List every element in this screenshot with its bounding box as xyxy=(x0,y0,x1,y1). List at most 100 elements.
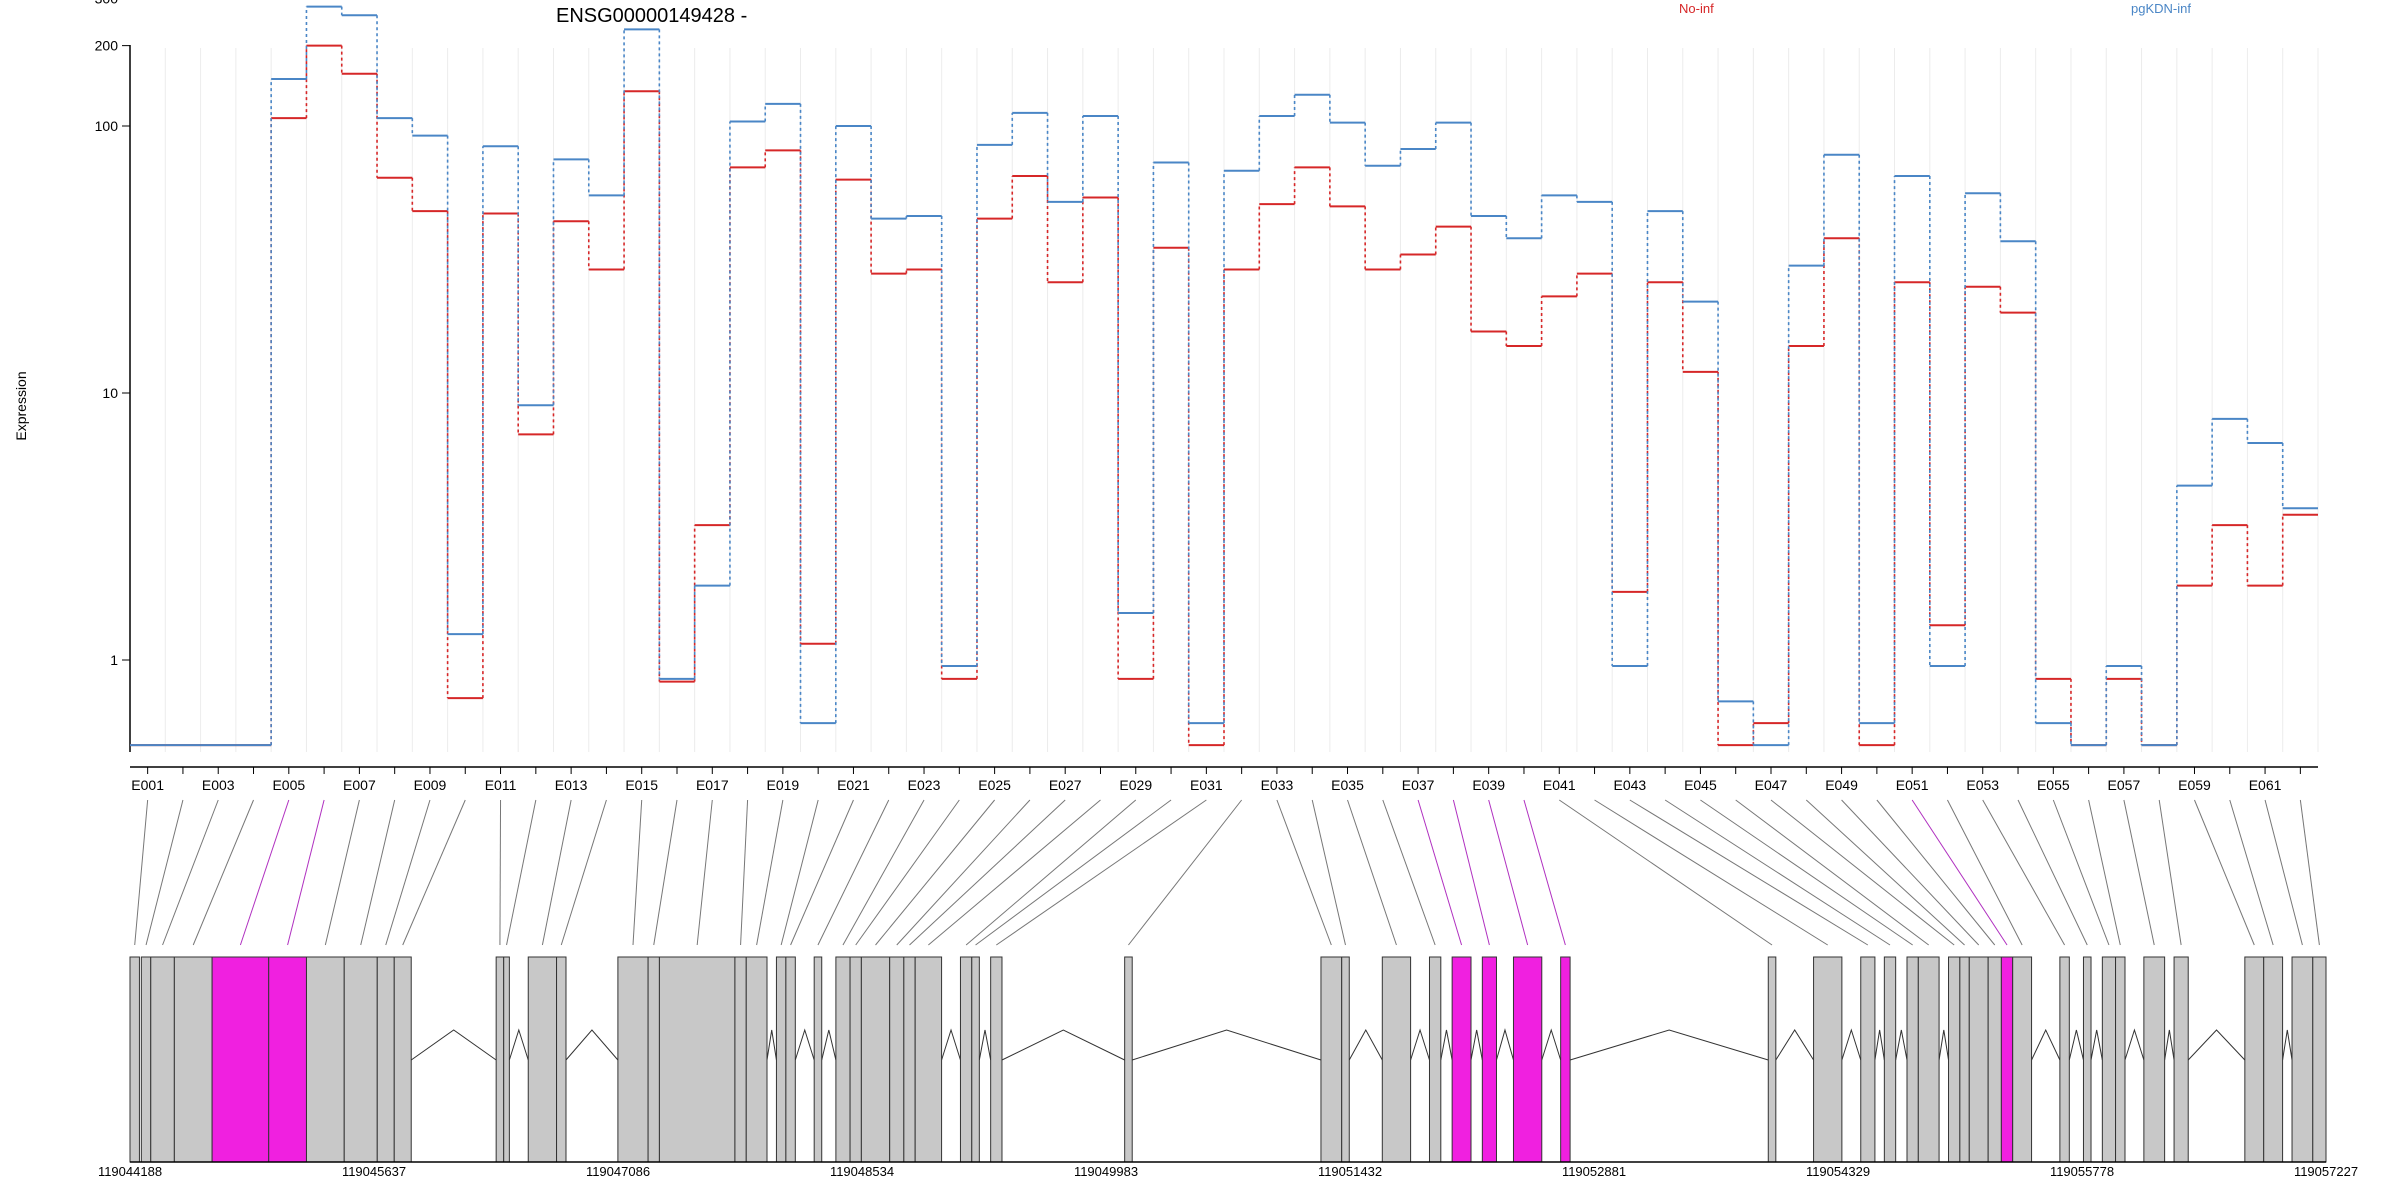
exon-E021 xyxy=(785,956,796,1163)
x-tick-label-e049: E049 xyxy=(1825,777,1858,793)
exon-E040 xyxy=(1560,956,1571,1163)
exon-E042 xyxy=(1813,956,1843,1163)
exon-E060 xyxy=(2263,956,2284,1163)
exon-E059 xyxy=(2244,956,2265,1163)
exon-E038 xyxy=(1481,956,1497,1163)
x-tick-label-e043: E043 xyxy=(1613,777,1646,793)
x-tick-label-e001: E001 xyxy=(131,777,164,793)
legend-entry-pgkdn-inf: pgKDN-inf xyxy=(2131,1,2191,16)
connector-E050 xyxy=(1876,799,1996,946)
exon-E047 xyxy=(1948,956,1961,1163)
exon-E046 xyxy=(1917,956,1940,1163)
exon-E005 xyxy=(211,956,270,1163)
x-tick-label-e061: E061 xyxy=(2249,777,2282,793)
gene-model xyxy=(129,956,2327,1163)
exon-E044 xyxy=(1883,956,1897,1163)
intron xyxy=(2187,1029,2246,1061)
x-tick-label-e055: E055 xyxy=(2037,777,2070,793)
exon-connector-lines xyxy=(134,799,2320,946)
connector-E019 xyxy=(756,799,784,946)
exon-E023 xyxy=(835,956,851,1163)
connector-E041 xyxy=(1558,799,1773,946)
exon-E030 xyxy=(971,956,980,1163)
connector-E062 xyxy=(2299,799,2320,946)
connector-E039 xyxy=(1488,799,1529,946)
connector-E013 xyxy=(541,799,572,946)
connector-E038 xyxy=(1452,799,1490,946)
connector-E060 xyxy=(2229,799,2274,946)
connector-E057 xyxy=(2123,799,2155,946)
x-tick-label-e035: E035 xyxy=(1331,777,1364,793)
connector-E020 xyxy=(780,799,819,946)
connector-E037 xyxy=(1417,799,1463,946)
exon-E045 xyxy=(1906,956,1919,1163)
series-pgkdn-inf xyxy=(130,5,2318,747)
connector-E035 xyxy=(1347,799,1397,946)
x-tick-label-e021: E021 xyxy=(837,777,870,793)
x-tick-label-e053: E053 xyxy=(1966,777,1999,793)
connector-E002 xyxy=(145,799,184,946)
exon-E058 xyxy=(2173,956,2189,1163)
coord-label-119057227: 119057227 xyxy=(2294,1164,2358,1179)
exon-E017 xyxy=(658,956,736,1163)
intron xyxy=(2068,1029,2084,1061)
connector-E018 xyxy=(740,799,749,946)
connector-E045 xyxy=(1700,799,1913,946)
intron xyxy=(1775,1029,1814,1061)
exon-E056 xyxy=(2115,956,2126,1163)
exon-E027 xyxy=(903,956,916,1163)
exon-E041 xyxy=(1767,956,1777,1163)
intron xyxy=(508,1028,529,1061)
x-tick-label-e015: E015 xyxy=(625,777,658,793)
connector-E001 xyxy=(134,799,149,946)
coord-label-119049983: 119049983 xyxy=(1074,1164,1138,1179)
exon-E037 xyxy=(1451,956,1472,1163)
exon-E026 xyxy=(889,956,905,1163)
connector-E048 xyxy=(1805,799,1965,946)
exon-E057 xyxy=(2143,956,2166,1163)
connector-E061 xyxy=(2264,799,2303,946)
coord-label-119045637: 119045637 xyxy=(342,1164,406,1179)
exon-E039 xyxy=(1512,956,1543,1163)
connector-E049 xyxy=(1841,799,1980,946)
exon-E051 xyxy=(2000,956,2014,1163)
exon-E006 xyxy=(268,956,307,1163)
x-tick-label-e013: E013 xyxy=(555,777,588,793)
x-tick-label-e025: E025 xyxy=(978,777,1011,793)
connector-E040 xyxy=(1523,799,1566,946)
intron xyxy=(410,1029,497,1061)
y-tick-label: 300 xyxy=(95,0,119,7)
exon-E032 xyxy=(1124,956,1133,1163)
connector-E024 xyxy=(855,799,960,946)
exon-E004 xyxy=(173,956,213,1163)
exon-E028 xyxy=(914,956,943,1163)
exon-E001 xyxy=(129,956,140,1163)
connector-E034 xyxy=(1311,799,1346,946)
exon-E033 xyxy=(1320,956,1343,1163)
intron xyxy=(1569,1029,1769,1061)
x-tick-label-e033: E033 xyxy=(1261,777,1294,793)
intron xyxy=(978,1029,992,1061)
connector-E005 xyxy=(239,799,290,946)
exon-E043 xyxy=(1860,956,1876,1163)
y-tick-label: 100 xyxy=(95,118,119,134)
connector-E023 xyxy=(842,799,925,946)
connector-E046 xyxy=(1735,799,1930,946)
genomic-coordinate-axis: 119044188 119045637 119047086 119048534 1190… xyxy=(98,1164,2358,1179)
connector-E011 xyxy=(499,799,502,946)
exon-E061 xyxy=(2291,956,2314,1163)
connector-E025 xyxy=(875,799,995,946)
intron xyxy=(1938,1029,1950,1061)
exon-E002 xyxy=(140,956,152,1163)
exon-E019 xyxy=(745,956,768,1163)
x-tick-label-e003: E003 xyxy=(202,777,235,793)
exon-E062 xyxy=(2312,956,2327,1163)
exon-E055 xyxy=(2101,956,2117,1163)
connector-E053 xyxy=(1982,799,2066,946)
intron xyxy=(2124,1028,2145,1061)
intron xyxy=(2282,1029,2293,1061)
connector-E058 xyxy=(2158,799,2182,946)
y-tick-label: 10 xyxy=(102,385,118,401)
x-tick-label-e017: E017 xyxy=(696,777,729,793)
